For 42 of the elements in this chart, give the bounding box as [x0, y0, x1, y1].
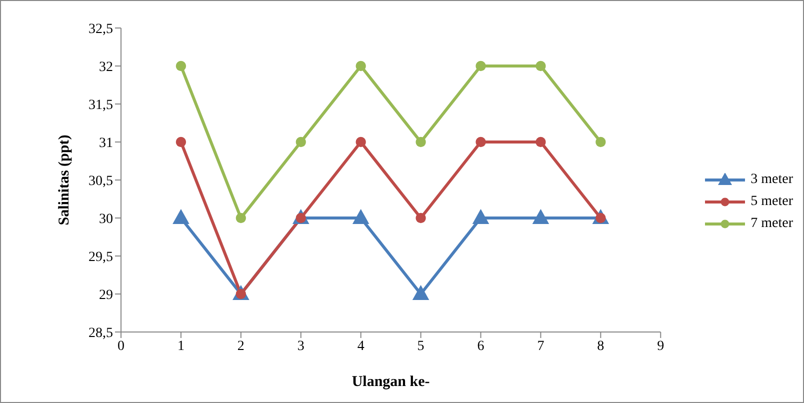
point	[472, 209, 490, 224]
x-tick-label: 3	[297, 338, 304, 354]
point	[356, 60, 366, 72]
point	[172, 209, 190, 224]
y-tick-label: 32	[99, 60, 113, 75]
point	[176, 136, 186, 148]
x-tick-label: 6	[477, 338, 484, 354]
legend-label: 3 meter	[750, 172, 793, 188]
y-tick-label: 30	[99, 212, 113, 227]
x-tick-label: 5	[417, 338, 424, 354]
y-tick-label: 28,5	[88, 326, 113, 341]
point	[536, 136, 546, 148]
point	[176, 60, 186, 72]
point	[536, 60, 546, 72]
y-tick-label: 30,5	[88, 174, 113, 189]
x-tick-label: 7	[537, 338, 544, 354]
point	[476, 136, 486, 148]
point	[532, 209, 550, 224]
x-tick-label: 8	[597, 338, 604, 354]
point	[476, 60, 486, 72]
point	[352, 209, 370, 224]
point	[356, 136, 366, 148]
legend-label: 7 meter	[750, 216, 793, 232]
point	[236, 212, 246, 224]
point	[416, 136, 426, 148]
x-tick-label: 2	[237, 338, 244, 354]
point	[596, 136, 606, 148]
y-tick-label: 31	[99, 136, 113, 151]
point	[412, 285, 430, 300]
y-axis-title: Salinitas (ppt)	[56, 134, 72, 226]
x-tick-label: 1	[177, 338, 184, 354]
y-tick-label: 31,5	[88, 98, 113, 113]
point	[416, 212, 426, 224]
y-tick-label: 29,5	[88, 250, 113, 265]
x-axis-title: Ulangan ke-	[352, 374, 430, 390]
legend-label: 5 meter	[750, 194, 793, 210]
y-tick-label: 29	[99, 288, 113, 303]
point	[296, 136, 306, 148]
x-tick-label: 0	[118, 338, 124, 354]
y-tick-label: 32,5	[88, 22, 113, 37]
x-tick-label: 4	[357, 338, 364, 354]
x-tick-label: 9	[657, 338, 664, 354]
